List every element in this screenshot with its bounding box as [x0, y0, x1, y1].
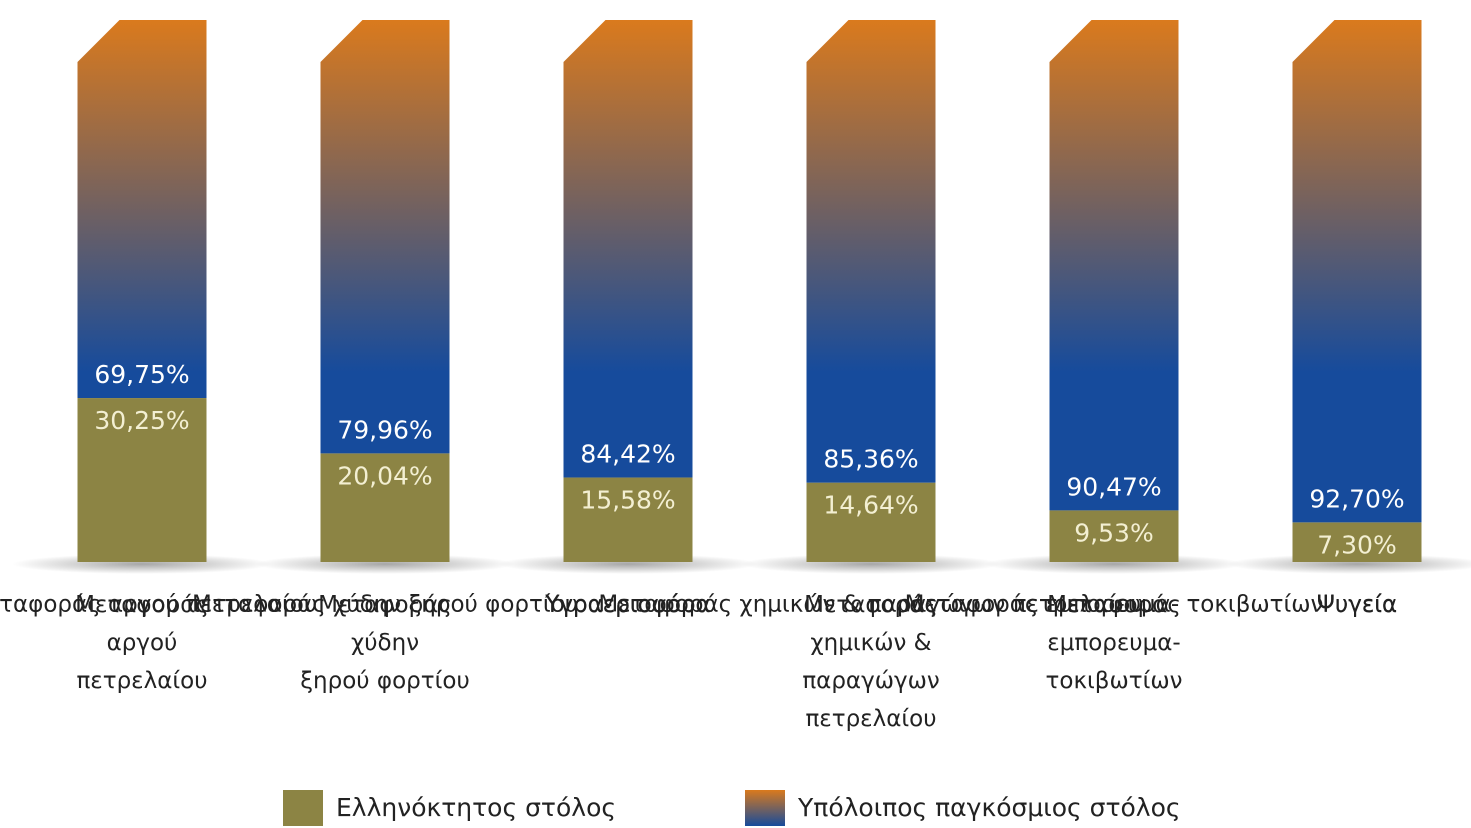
value-label: 7,30%	[1317, 530, 1396, 559]
value-label: 9,53%	[1074, 518, 1153, 547]
value-label: 15,58%	[580, 486, 675, 515]
x-tick-label: Μεταφοράς εμπορευμα- τοκιβωτίωνΜεταφοράς…	[905, 592, 1324, 694]
bar-shadow	[984, 554, 1244, 574]
value-label: 14,64%	[823, 491, 918, 520]
legend-label: Ελληνόκτητος στόλος	[336, 793, 616, 822]
value-label: 84,42%	[580, 440, 675, 469]
bar-segment	[320, 453, 450, 562]
legend-swatch	[283, 790, 323, 826]
x-tick-label: ΥγραεριοφόραΥγραεριοφόρα	[544, 592, 710, 618]
value-label: 85,36%	[823, 445, 918, 474]
value-label: 20,04%	[337, 461, 432, 490]
value-label: 92,70%	[1309, 484, 1404, 513]
bar-shadow	[12, 554, 272, 574]
value-label: 69,75%	[94, 360, 189, 389]
value-label: 90,47%	[1066, 472, 1161, 501]
bar-segment	[806, 20, 936, 483]
value-label: 79,96%	[337, 415, 432, 444]
bar-segment	[1292, 20, 1422, 523]
bar-shadow	[741, 554, 1001, 574]
x-tick-label: Μεταφοράς χύδην ξηρού φορτίουΜεταφοράς χύ…	[192, 592, 578, 694]
legend-swatch	[745, 790, 785, 826]
value-label: 30,25%	[94, 406, 189, 435]
bar-segment	[563, 477, 693, 562]
legend: Ελληνόκτητος στόλος Υπόλοιπος παγκόσμιος …	[283, 790, 1181, 826]
x-tick-label: ΨυγείαΨυγεία	[1317, 592, 1397, 618]
bar-shadow	[255, 554, 515, 574]
bar-segment	[1049, 20, 1179, 511]
bar-shadow	[498, 554, 758, 574]
bar-segment	[563, 20, 693, 478]
bar-segment	[77, 20, 207, 399]
bar-segment	[1049, 510, 1179, 562]
legend-label: Υπόλοιπος παγκόσμιος στόλος	[797, 793, 1181, 822]
bar-segment	[806, 482, 936, 562]
bar-segment	[77, 398, 207, 562]
bar-segment	[1292, 522, 1422, 562]
bar-segment	[320, 20, 450, 454]
